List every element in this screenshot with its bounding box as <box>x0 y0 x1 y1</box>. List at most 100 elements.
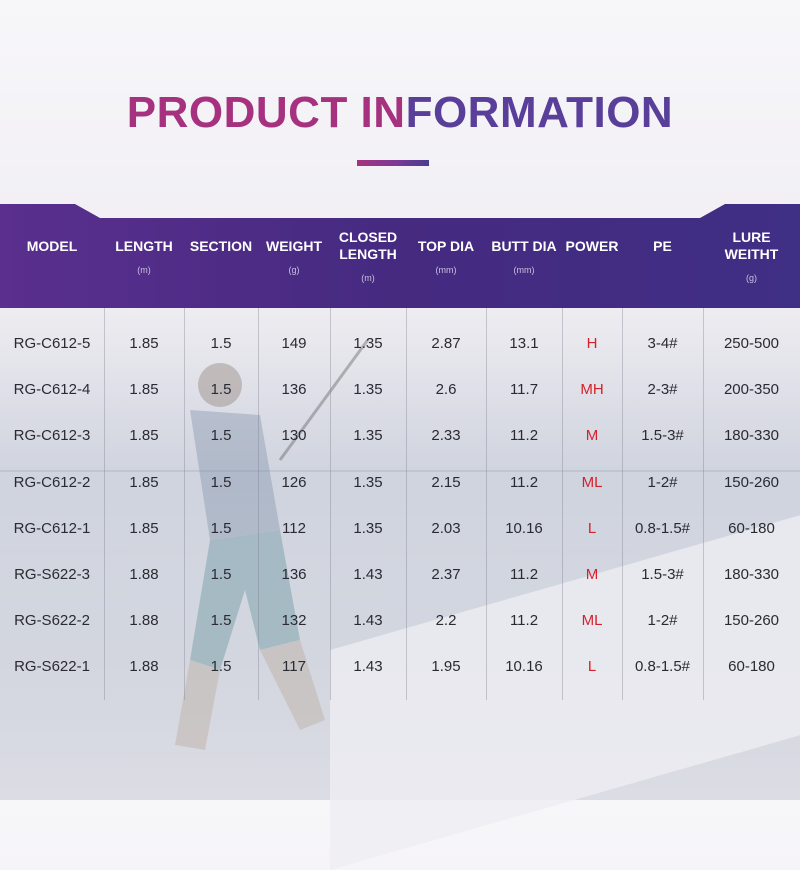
column-header: PE <box>622 204 703 308</box>
table-cell: 1.5 <box>210 566 232 583</box>
title-underline <box>357 160 429 166</box>
table-cell: 2.2 <box>435 612 457 630</box>
table-cell: 126 <box>281 473 307 491</box>
table-cell: 136 <box>281 566 307 583</box>
table-cell: 13.1 <box>509 335 539 352</box>
angler-silhouette <box>175 340 370 750</box>
table-cell: L <box>587 519 597 537</box>
table-cell: MH <box>580 381 604 399</box>
column-divider <box>562 308 563 700</box>
column-header-unit: (mm) <box>513 264 535 275</box>
column-header-unit: (g) <box>746 273 757 283</box>
table-cell: RG-C612-2 <box>13 473 91 491</box>
table-cell: 150-260 <box>723 612 780 630</box>
table-cell: 60-180 <box>728 658 775 676</box>
table-row: RG-C612-1 1.85 1.5 112 1.35 2.03 10.16 L 0.8-1.5… <box>0 506 800 552</box>
column-header-label: PE <box>653 237 672 254</box>
table-cell: 1.5 <box>210 381 232 399</box>
table-cell: 1.85 <box>129 335 159 352</box>
column-header: LURE WEITHT (g) <box>703 204 800 308</box>
sea-horizon <box>0 470 800 472</box>
table-cell: RG-C612-1 <box>13 519 91 537</box>
table-row: RG-C612-5 1.85 1.5 149 1.35 2.87 13.1 H 3-4# 250-… <box>0 321 800 367</box>
column-header-label: POWER <box>565 237 619 254</box>
table-row: RG-S622-2 1.88 1.5 132 1.43 2.2 11.2 ML 1-2# 150-… <box>0 598 800 644</box>
table-cell: 130 <box>281 427 307 445</box>
column-header: LENGTH (m) <box>104 204 184 308</box>
column-header-label: MODEL <box>26 237 78 254</box>
table-cell: M <box>585 566 599 583</box>
table-cell: 2.87 <box>431 335 461 352</box>
table-cell: 1.5-3# <box>641 566 684 583</box>
table-cell: 2.03 <box>431 519 461 537</box>
table-cell: H <box>586 335 598 352</box>
table-cell: 1.35 <box>353 473 383 491</box>
table-cell: RG-C612-3 <box>13 427 91 445</box>
column-divider <box>184 308 185 700</box>
table-row: RG-S622-3 1.88 1.5 136 1.43 2.37 11.2 M 1.5-3# 18… <box>0 552 800 598</box>
table-cell: 1.5 <box>210 612 232 630</box>
table-cell: 1.5-3# <box>641 427 684 445</box>
column-header-label: SECTION <box>189 237 253 254</box>
column-header-label: LURE WEITHT <box>724 229 779 262</box>
table-cell: 117 <box>282 658 306 676</box>
column-divider <box>258 308 259 700</box>
table-header-band <box>0 204 800 308</box>
table-cell: 200-350 <box>723 381 780 399</box>
table-cell: 1.5 <box>210 427 232 445</box>
table-cell: 60-180 <box>728 519 775 537</box>
table-cell: 112 <box>282 519 306 537</box>
table-cell: 132 <box>281 612 307 630</box>
column-header-label: LENGTH <box>115 237 173 254</box>
table-row: RG-C612-4 1.85 1.5 136 1.35 2.6 11.7 MH 2-3# 200-… <box>0 367 800 413</box>
table-cell: 1.85 <box>129 381 159 399</box>
table-cell: 150-260 <box>723 473 780 491</box>
column-header: SECTION <box>184 204 258 308</box>
column-header-label: CLOSED LENGTH <box>338 229 398 262</box>
column-header: MODEL <box>0 204 104 308</box>
table-cell: 1.85 <box>129 519 159 537</box>
column-header-label: TOP DIA <box>417 237 475 254</box>
table-cell: 1.43 <box>353 658 383 676</box>
table-row: RG-C612-3 1.85 1.5 130 1.35 2.33 11.2 M 1.5-3# 18… <box>0 413 800 459</box>
table-row: RG-C612-2 1.85 1.5 126 1.35 2.15 11.2 ML 1-2# 150… <box>0 460 800 506</box>
table-cell: 149 <box>281 335 307 352</box>
table-cell: 1.43 <box>353 566 383 583</box>
table-cell: 11.7 <box>509 381 539 399</box>
column-header: TOP DIA (mm) <box>406 204 486 308</box>
table-cell: 1.85 <box>129 473 159 491</box>
column-header: CLOSED LENGTH (m) <box>330 204 406 308</box>
table-cell: 11.2 <box>509 566 539 583</box>
column-divider <box>406 308 407 700</box>
column-divider <box>330 308 331 700</box>
table-cell: RG-C612-4 <box>13 381 91 399</box>
table-cell: 1.35 <box>353 519 383 537</box>
table-cell: 1.95 <box>431 658 461 676</box>
table-cell: M <box>585 427 599 445</box>
table-cell: 2.37 <box>431 566 461 583</box>
column-header-unit: (m) <box>361 273 375 283</box>
table-cell: 0.8-1.5# <box>634 658 691 676</box>
table-cell: L <box>587 658 597 676</box>
table-cell: 1-2# <box>647 473 678 491</box>
table-cell: RG-S622-1 <box>14 658 90 676</box>
column-header-label: BUTT DIA <box>491 237 557 254</box>
table-cell: ML <box>581 612 603 630</box>
table-cell: 180-330 <box>723 566 780 583</box>
table-cell: RG-S622-3 <box>14 566 90 583</box>
table-cell: 1.43 <box>353 612 383 630</box>
column-header: WEIGHT (g) <box>258 204 330 308</box>
table-cell: 1.85 <box>129 427 159 445</box>
table-cell: 0.8-1.5# <box>634 519 691 537</box>
table-cell: 2-3# <box>647 381 678 399</box>
table-cell: 136 <box>281 381 307 399</box>
column-header-unit: (g) <box>288 264 300 275</box>
column-header-unit: (mm) <box>435 264 457 275</box>
table-cell: RG-S622-2 <box>14 612 90 630</box>
column-divider <box>104 308 105 700</box>
table-cell: 11.2 <box>509 427 539 445</box>
title-part-2: FORMATION <box>405 88 674 137</box>
table-cell: 2.33 <box>431 427 461 445</box>
title-part-1: PRODUCT IN <box>126 88 406 137</box>
column-header: POWER <box>562 204 622 308</box>
